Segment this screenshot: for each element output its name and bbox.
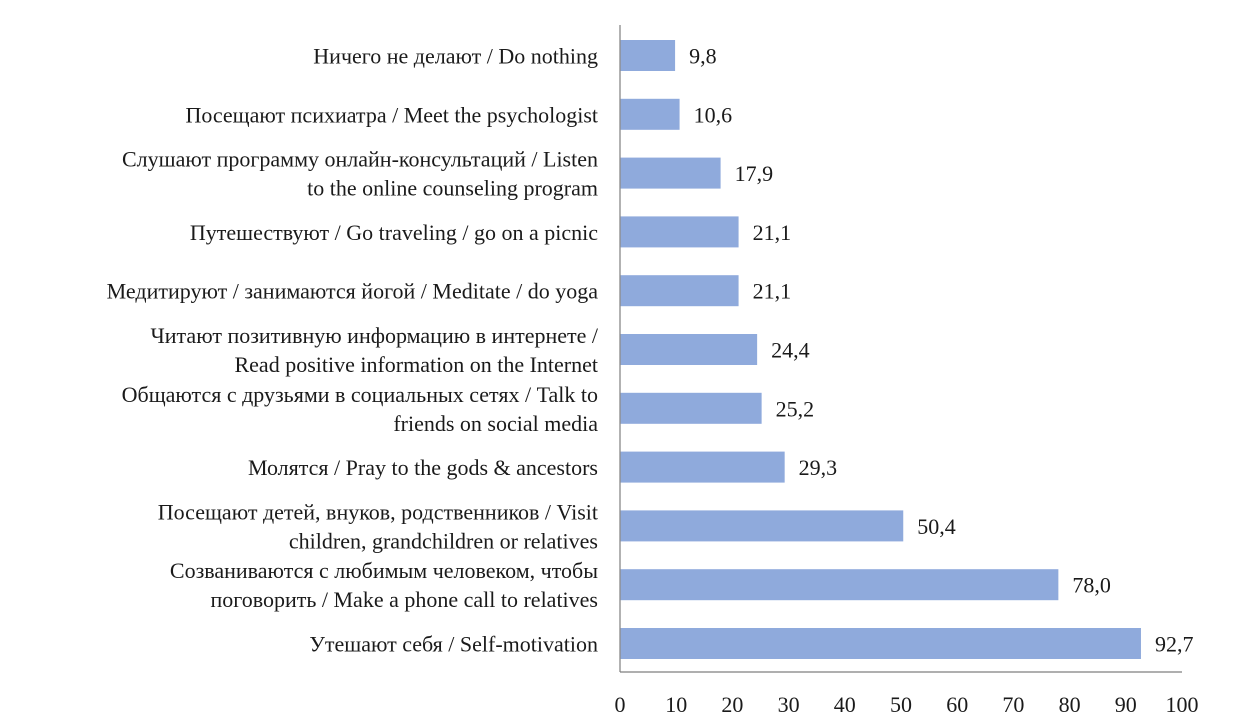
- x-tick-label: 100: [1166, 692, 1199, 717]
- x-tick-label: 60: [946, 692, 968, 717]
- data-label: 21,1: [753, 279, 792, 304]
- axes-layer: 0 10 20 30 40 50 60 70 80 90 100: [615, 25, 1199, 717]
- category-label: Посещают психиатра / Meet the psychologi…: [185, 102, 598, 127]
- data-label: 78,0: [1072, 573, 1111, 598]
- category-label: friends on social media: [393, 411, 598, 436]
- bar: [620, 510, 904, 542]
- category-label: Read positive information on the Interne…: [234, 352, 598, 377]
- bar: [620, 40, 676, 71]
- bar: [620, 98, 680, 130]
- bar: [620, 451, 785, 483]
- category-label: Созваниваются с любимым человеком, чтобы: [170, 558, 598, 583]
- x-tick-label: 70: [1002, 692, 1024, 717]
- bars-layer: [620, 40, 1141, 659]
- x-tick-label: 0: [615, 692, 626, 717]
- data-label: 25,2: [776, 396, 815, 421]
- x-tick-label: 80: [1059, 692, 1081, 717]
- data-label: 10,6: [694, 102, 733, 127]
- category-label: Ничего не делают / Do nothing: [313, 44, 598, 69]
- category-label: Утешают себя / Self-motivation: [309, 632, 598, 657]
- category-label: Посещают детей, внуков, родственников / …: [158, 499, 598, 524]
- category-label: Читают позитивную информацию в интернете…: [150, 323, 598, 348]
- bar: [620, 216, 739, 248]
- category-label: Слушают программу онлайн-консультаций / …: [122, 147, 598, 172]
- data-label: 29,3: [799, 455, 838, 480]
- category-label: Молятся / Pray to the gods & ancestors: [248, 455, 598, 480]
- bar: [620, 628, 1141, 659]
- x-tick-label: 40: [834, 692, 856, 717]
- category-label: to the online counseling program: [307, 176, 598, 201]
- category-label: поговорить / Make a phone call to relati…: [210, 587, 598, 612]
- x-tick-label: 10: [665, 692, 687, 717]
- labels-layer: 9,8 Ничего не делают / Do nothing 10,6 Посе…: [107, 44, 1194, 657]
- bar: [620, 392, 762, 424]
- category-label: Общаются с друзьями в социальных сетях /…: [122, 382, 598, 407]
- data-label: 50,4: [917, 514, 956, 539]
- data-label: 21,1: [753, 220, 792, 245]
- data-label: 9,8: [689, 44, 717, 69]
- x-tick-label: 30: [778, 692, 800, 717]
- bar: [620, 275, 739, 307]
- category-label: Медитируют / занимаются йогой / Meditate…: [107, 279, 599, 304]
- x-tick-label: 50: [890, 692, 912, 717]
- bar: [620, 569, 1059, 601]
- data-label: 92,7: [1155, 632, 1194, 657]
- category-label: Путешествуют / Go traveling / go on a pi…: [190, 220, 598, 245]
- data-label: 24,4: [771, 338, 810, 363]
- x-tick-label: 20: [721, 692, 743, 717]
- data-label: 17,9: [735, 161, 774, 186]
- bar: [620, 334, 758, 365]
- category-label: children, grandchildren or relatives: [289, 528, 598, 553]
- x-tick-label: 90: [1115, 692, 1137, 717]
- bar: [620, 157, 721, 189]
